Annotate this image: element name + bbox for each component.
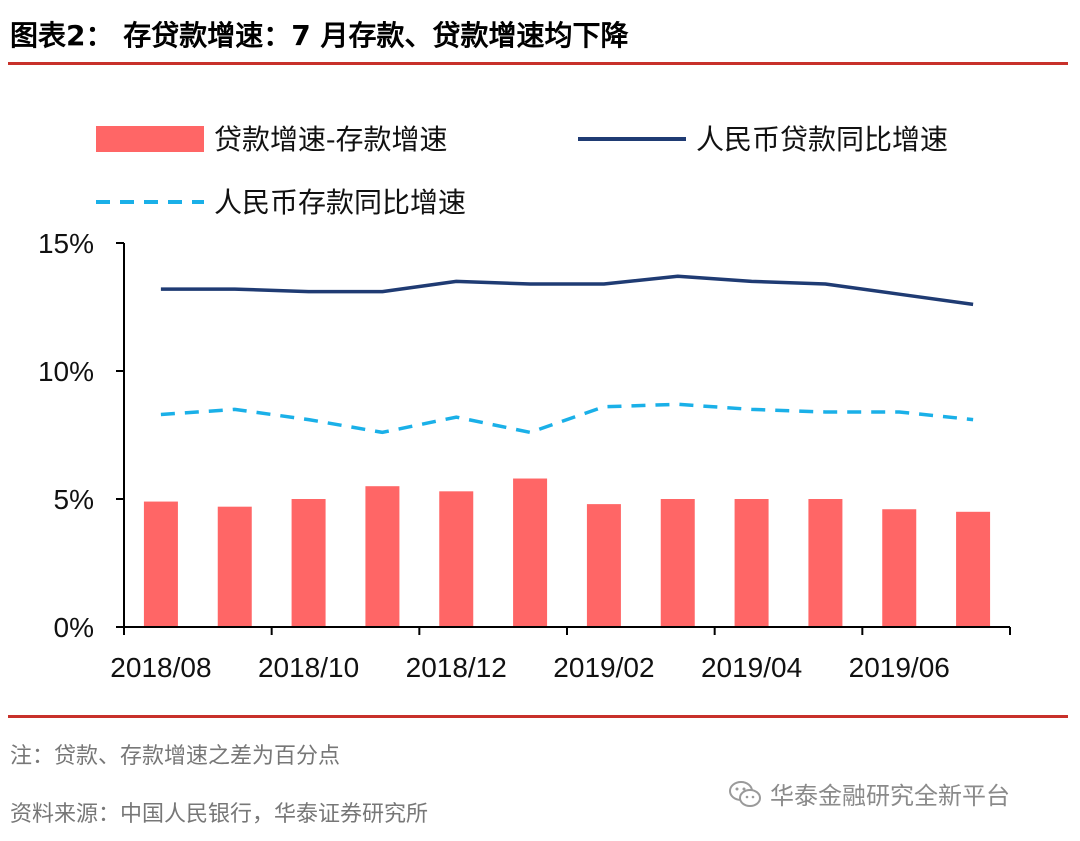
axes: 0% 5% 10% 15% 2018/08 2018/10 2018/12 2019/02 20… xyxy=(38,228,1011,683)
legend-label-loan: 人民币贷款同比增速 xyxy=(696,123,948,156)
bar-2018/10 xyxy=(291,499,326,627)
watermark: 华泰金融研究全新平台 xyxy=(728,776,1010,811)
bar-series xyxy=(143,478,991,627)
legend-swatch-bar xyxy=(96,126,204,152)
loan-growth-line xyxy=(160,274,974,307)
bar-2019/03 xyxy=(660,499,695,627)
bar-2019/06 xyxy=(882,509,917,627)
x-tick-label: 2018/10 xyxy=(258,652,359,683)
x-tick-label: 2019/06 xyxy=(849,652,950,683)
legend-label-bar: 贷款增速-存款增速 xyxy=(214,123,447,156)
y-tick-label: 0% xyxy=(54,612,94,643)
bar-2018/12 xyxy=(439,491,474,627)
x-tick-label: 2019/04 xyxy=(701,652,802,683)
bar-2019/05 xyxy=(808,499,843,627)
title-divider xyxy=(8,62,1068,65)
y-tick-label: 10% xyxy=(38,356,94,387)
bar-2018/09 xyxy=(217,506,252,627)
chart-title: 图表2： 存贷款增速：7 月存款、贷款增速均下降 xyxy=(10,19,629,52)
bar-2019/04 xyxy=(734,499,769,627)
x-tick-label: 2019/02 xyxy=(553,652,654,683)
y-tick-label: 5% xyxy=(54,484,94,515)
y-tick-label: 15% xyxy=(38,228,94,259)
chart-source: 资料来源：中国人民银行，华泰证券研究所 xyxy=(10,802,429,827)
deposit-growth-line xyxy=(160,402,974,435)
watermark-text: 华泰金融研究全新平台 xyxy=(770,782,1010,810)
legend-label-deposit: 人民币存款同比增速 xyxy=(214,186,466,219)
bar-2019/01 xyxy=(513,478,548,627)
x-tick-label: 2018/12 xyxy=(406,652,507,683)
wechat-icon xyxy=(729,780,761,807)
line-series xyxy=(160,274,974,435)
x-tick-label: 2018/08 xyxy=(110,652,211,683)
bar-2019/02 xyxy=(586,504,621,627)
bar-2019/07 xyxy=(956,511,991,627)
bar-2018/11 xyxy=(365,486,400,627)
bar-2018/08 xyxy=(143,501,178,627)
footer-divider xyxy=(8,715,1068,718)
chart-note: 注：贷款、存款增速之差为百分点 xyxy=(10,744,341,769)
